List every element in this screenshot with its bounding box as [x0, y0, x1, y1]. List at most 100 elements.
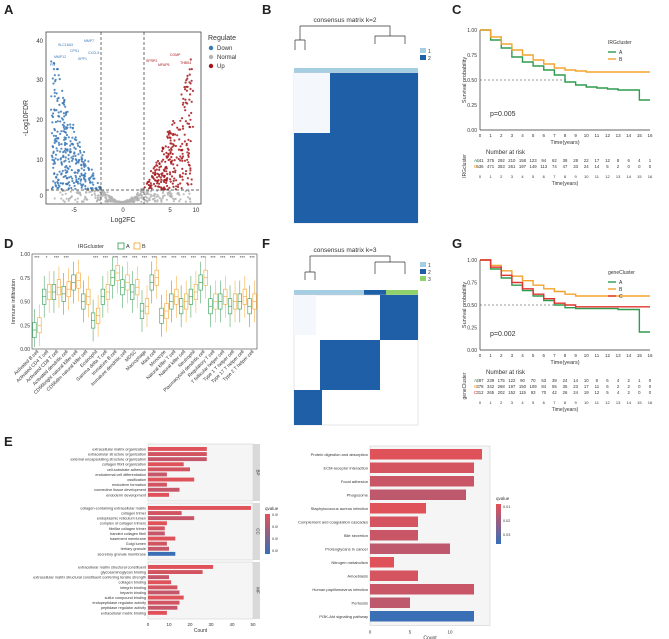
volcano-point — [52, 162, 55, 166]
volcano-point — [56, 68, 59, 71]
volcano-point — [189, 118, 192, 121]
go-term-label: extracellular structure organization — [88, 453, 146, 457]
box-legend-swatch-a — [117, 242, 125, 250]
go-legend-gradient — [265, 546, 270, 548]
km-xtick: 16 — [647, 353, 653, 358]
volcano-point — [96, 196, 99, 199]
box-frame — [31, 253, 258, 350]
box-ytick: 0.75 — [20, 276, 30, 282]
risk-xtick: 12 — [605, 174, 610, 179]
kegg-legend-gradient — [496, 530, 501, 532]
risk-cell: 33 — [573, 164, 578, 169]
risk-cell: 5 — [606, 390, 609, 395]
volcano-point — [177, 183, 180, 186]
volcano-point — [181, 175, 184, 178]
box-significance: *** — [191, 255, 197, 260]
volcano-point — [83, 178, 86, 181]
volcano-point — [156, 199, 159, 202]
volcano-point — [84, 197, 87, 200]
risk-xtick: 9 — [575, 400, 578, 405]
box-significance: *** — [171, 255, 177, 260]
volcano-point — [179, 182, 182, 185]
volcano-point — [54, 157, 57, 160]
km-ylabel: Survival probability — [462, 282, 468, 328]
volcano-point — [67, 167, 70, 170]
volcano-point — [164, 160, 167, 163]
volcano-point — [82, 174, 85, 177]
volcano-point — [54, 134, 58, 138]
km-xtick: 15 — [637, 133, 643, 138]
box-significance: *** — [122, 255, 128, 260]
volcano-point — [176, 134, 179, 137]
risk-cell: 113 — [540, 164, 547, 169]
volcano-point — [158, 175, 161, 178]
kegg-bar — [370, 462, 474, 473]
consensus-k3-legend-3: 3 — [428, 277, 431, 283]
risk-cell: 0 — [649, 390, 652, 395]
volcano-point — [141, 197, 144, 200]
km-xtick: 2 — [500, 133, 503, 138]
volcano-ytick: 20 — [36, 118, 43, 124]
volcano-point — [83, 169, 86, 172]
kegg-bar — [370, 503, 426, 514]
volcano-point — [184, 81, 187, 84]
risk-xtick: 15 — [637, 174, 642, 179]
volcano-point — [184, 98, 187, 101]
volcano-point — [189, 167, 192, 170]
volcano-point — [52, 180, 55, 183]
gene-label: CPS1 — [70, 49, 79, 53]
km-ytick: 0.25 — [467, 326, 477, 332]
risk-cell: 42 — [552, 390, 557, 395]
volcano-point — [149, 182, 152, 185]
go-term-label: secretory granule membrane — [97, 552, 146, 556]
volcano-point — [173, 121, 176, 125]
kegg-legend-gradient — [496, 524, 501, 526]
volcano-point — [74, 147, 77, 150]
volcano-point — [181, 178, 184, 181]
volcano-point — [74, 174, 77, 177]
box-legend-label-a: A — [126, 244, 130, 250]
volcano-point — [158, 185, 161, 188]
risk-cell: 115 — [519, 390, 526, 395]
volcano-point — [180, 157, 183, 160]
volcano-point — [56, 187, 59, 190]
go-bar — [148, 580, 172, 585]
volcano-point — [76, 171, 79, 174]
go-legend-gradient — [265, 536, 270, 538]
volcano-xtick: -5 — [71, 208, 77, 214]
volcano-point — [77, 177, 80, 180]
volcano-point — [56, 120, 59, 123]
kegg-term-label: Pertussis — [352, 601, 368, 606]
risk-cell: 123 — [530, 158, 538, 163]
volcano-point — [135, 193, 139, 196]
risk-cell: 471 — [487, 164, 495, 169]
km-xtick: 0 — [479, 353, 482, 358]
volcano-point — [168, 136, 171, 139]
volcano-point — [180, 117, 184, 120]
volcano-point — [70, 186, 73, 190]
volcano-point — [148, 178, 151, 181]
go-term-label: fibrillar collagen trimer — [109, 527, 147, 531]
volcano-point — [59, 110, 63, 113]
volcano-point — [164, 145, 167, 148]
volcano-point — [57, 111, 60, 114]
volcano-point — [102, 190, 105, 193]
volcano-point — [78, 192, 81, 195]
box-significance: *** — [152, 255, 158, 260]
km-xtick: 4 — [521, 133, 524, 138]
volcano-point — [51, 115, 55, 119]
volcano-point — [159, 176, 162, 179]
gene-label: MMP7 — [84, 39, 94, 43]
risk-xtick: 11 — [595, 400, 600, 405]
volcano-point — [182, 193, 185, 196]
volcano-point — [65, 164, 68, 168]
volcano-point — [145, 182, 148, 185]
go-legend-gradient — [265, 530, 270, 532]
consensus-matrix-k2: consensus matrix k=2 1 2 — [293, 17, 431, 224]
volcano-point — [189, 58, 192, 61]
volcano-point — [53, 109, 56, 112]
volcano-point — [189, 93, 192, 96]
volcano-point — [67, 154, 70, 157]
volcano-point — [179, 128, 182, 131]
km-xtick: 9 — [574, 353, 577, 358]
